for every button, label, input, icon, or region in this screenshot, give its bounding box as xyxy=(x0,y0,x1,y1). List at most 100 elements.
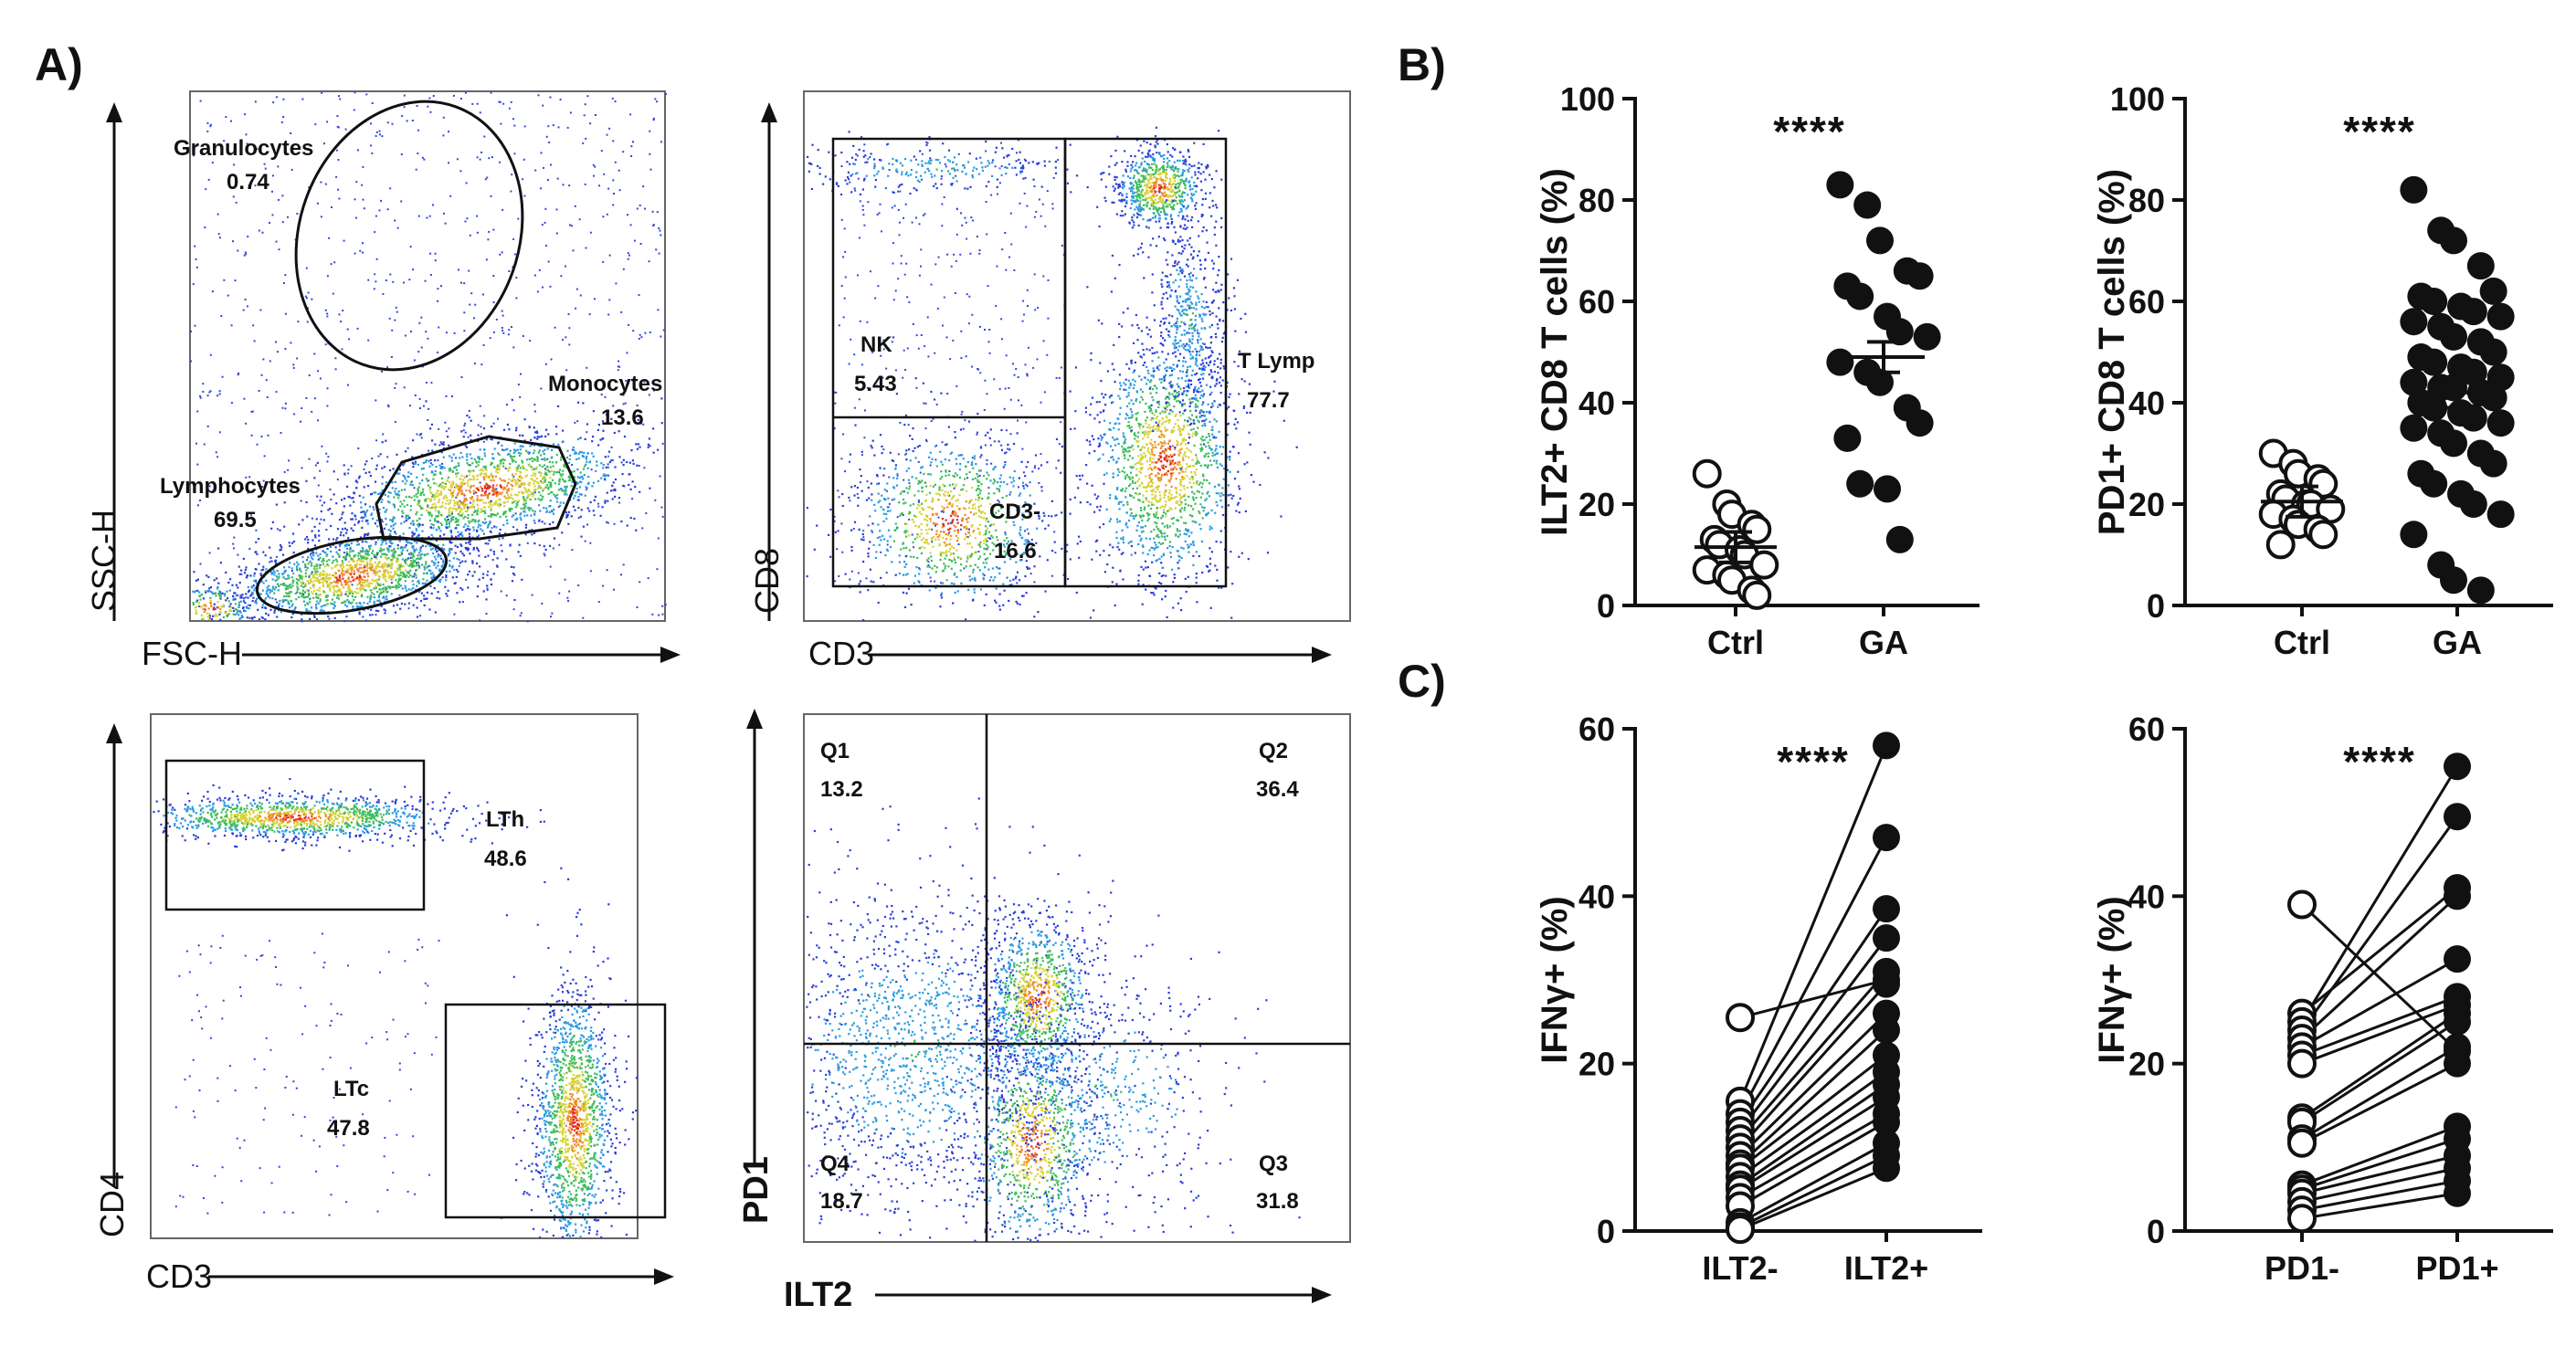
event-dot xyxy=(472,478,476,481)
event-dot xyxy=(355,568,359,571)
event-dot xyxy=(504,532,507,535)
event-dot xyxy=(456,557,459,560)
event-dot xyxy=(255,529,258,531)
event-dot xyxy=(576,482,579,485)
event-dot xyxy=(434,548,437,551)
event-dot xyxy=(373,569,375,572)
event-dot xyxy=(926,316,929,319)
event-dot xyxy=(504,448,507,451)
event-dot xyxy=(416,562,418,564)
event-dot xyxy=(995,511,998,514)
event-dot xyxy=(523,499,525,501)
event-dot xyxy=(391,481,394,484)
event-dot xyxy=(358,613,361,616)
event-dot xyxy=(247,604,249,606)
event-dot xyxy=(397,580,400,583)
event-dot xyxy=(1010,584,1013,586)
event-dot xyxy=(583,465,586,468)
event-dot xyxy=(513,598,516,602)
event-dot xyxy=(506,519,509,521)
event-dot xyxy=(1000,428,1003,432)
event-dot xyxy=(572,446,575,449)
event-dot xyxy=(401,510,404,512)
event-dot xyxy=(342,601,345,604)
event-dot xyxy=(956,537,960,540)
event-dot xyxy=(547,433,550,436)
event-dot xyxy=(459,98,462,100)
event-dot xyxy=(642,423,645,426)
event-dot xyxy=(448,427,450,430)
event-dot xyxy=(497,452,500,455)
event-dot xyxy=(858,583,860,585)
event-dot xyxy=(917,500,920,503)
event-dot xyxy=(593,174,596,177)
event-dot xyxy=(428,545,431,548)
event-dot xyxy=(524,505,527,508)
event-dot xyxy=(373,553,375,556)
event-dot xyxy=(1000,444,1003,447)
event-dot xyxy=(990,194,993,196)
event-dot xyxy=(195,612,197,616)
event-dot xyxy=(261,589,264,592)
event-dot xyxy=(926,519,929,522)
event-dot xyxy=(930,520,933,522)
event-dot xyxy=(315,607,318,610)
event-dot xyxy=(483,448,486,451)
event-dot xyxy=(431,552,435,555)
event-dot xyxy=(526,514,529,517)
event-dot xyxy=(940,554,943,557)
event-dot xyxy=(563,480,566,483)
event-dot xyxy=(837,530,839,532)
event-dot xyxy=(327,509,330,511)
event-dot xyxy=(937,516,940,519)
event-dot xyxy=(307,566,310,569)
event-dot xyxy=(292,572,295,574)
event-dot xyxy=(389,566,392,569)
event-dot xyxy=(453,331,456,334)
event-dot xyxy=(331,598,333,601)
event-dot xyxy=(539,485,542,488)
event-dot xyxy=(550,616,552,618)
event-dot xyxy=(288,576,290,579)
event-dot xyxy=(363,557,365,561)
event-dot xyxy=(913,582,915,584)
event-dot xyxy=(945,469,947,472)
event-dot xyxy=(236,612,238,615)
event-dot xyxy=(396,226,399,229)
event-dot xyxy=(339,588,342,591)
event-dot xyxy=(267,594,269,596)
event-dot xyxy=(289,585,291,589)
event-dot xyxy=(375,543,377,546)
event-dot xyxy=(381,552,384,555)
event-dot xyxy=(516,469,519,472)
event-dot xyxy=(233,547,235,550)
event-dot xyxy=(362,550,364,552)
event-dot xyxy=(545,135,548,138)
event-dot xyxy=(384,578,386,581)
event-dot xyxy=(517,491,521,494)
event-dot xyxy=(483,521,486,525)
event-dot xyxy=(430,576,433,579)
event-dot xyxy=(478,458,481,460)
event-dot xyxy=(533,458,535,460)
event-dot xyxy=(466,453,469,456)
event-dot xyxy=(409,405,411,407)
event-dot xyxy=(578,450,581,453)
event-dot xyxy=(496,557,499,560)
event-dot xyxy=(419,615,422,617)
event-dot xyxy=(298,523,301,526)
event-dot xyxy=(515,426,518,429)
event-dot xyxy=(532,495,534,498)
event-dot xyxy=(441,504,444,507)
event-dot xyxy=(930,559,934,563)
event-dot xyxy=(955,233,958,236)
event-dot xyxy=(966,461,969,464)
event-dot xyxy=(457,513,459,516)
event-dot xyxy=(371,567,374,570)
event-dot xyxy=(838,324,840,327)
event-dot xyxy=(514,506,517,509)
event-dot xyxy=(515,277,518,279)
event-dot xyxy=(347,577,350,580)
event-dot xyxy=(242,606,245,609)
event-dot xyxy=(482,293,484,296)
